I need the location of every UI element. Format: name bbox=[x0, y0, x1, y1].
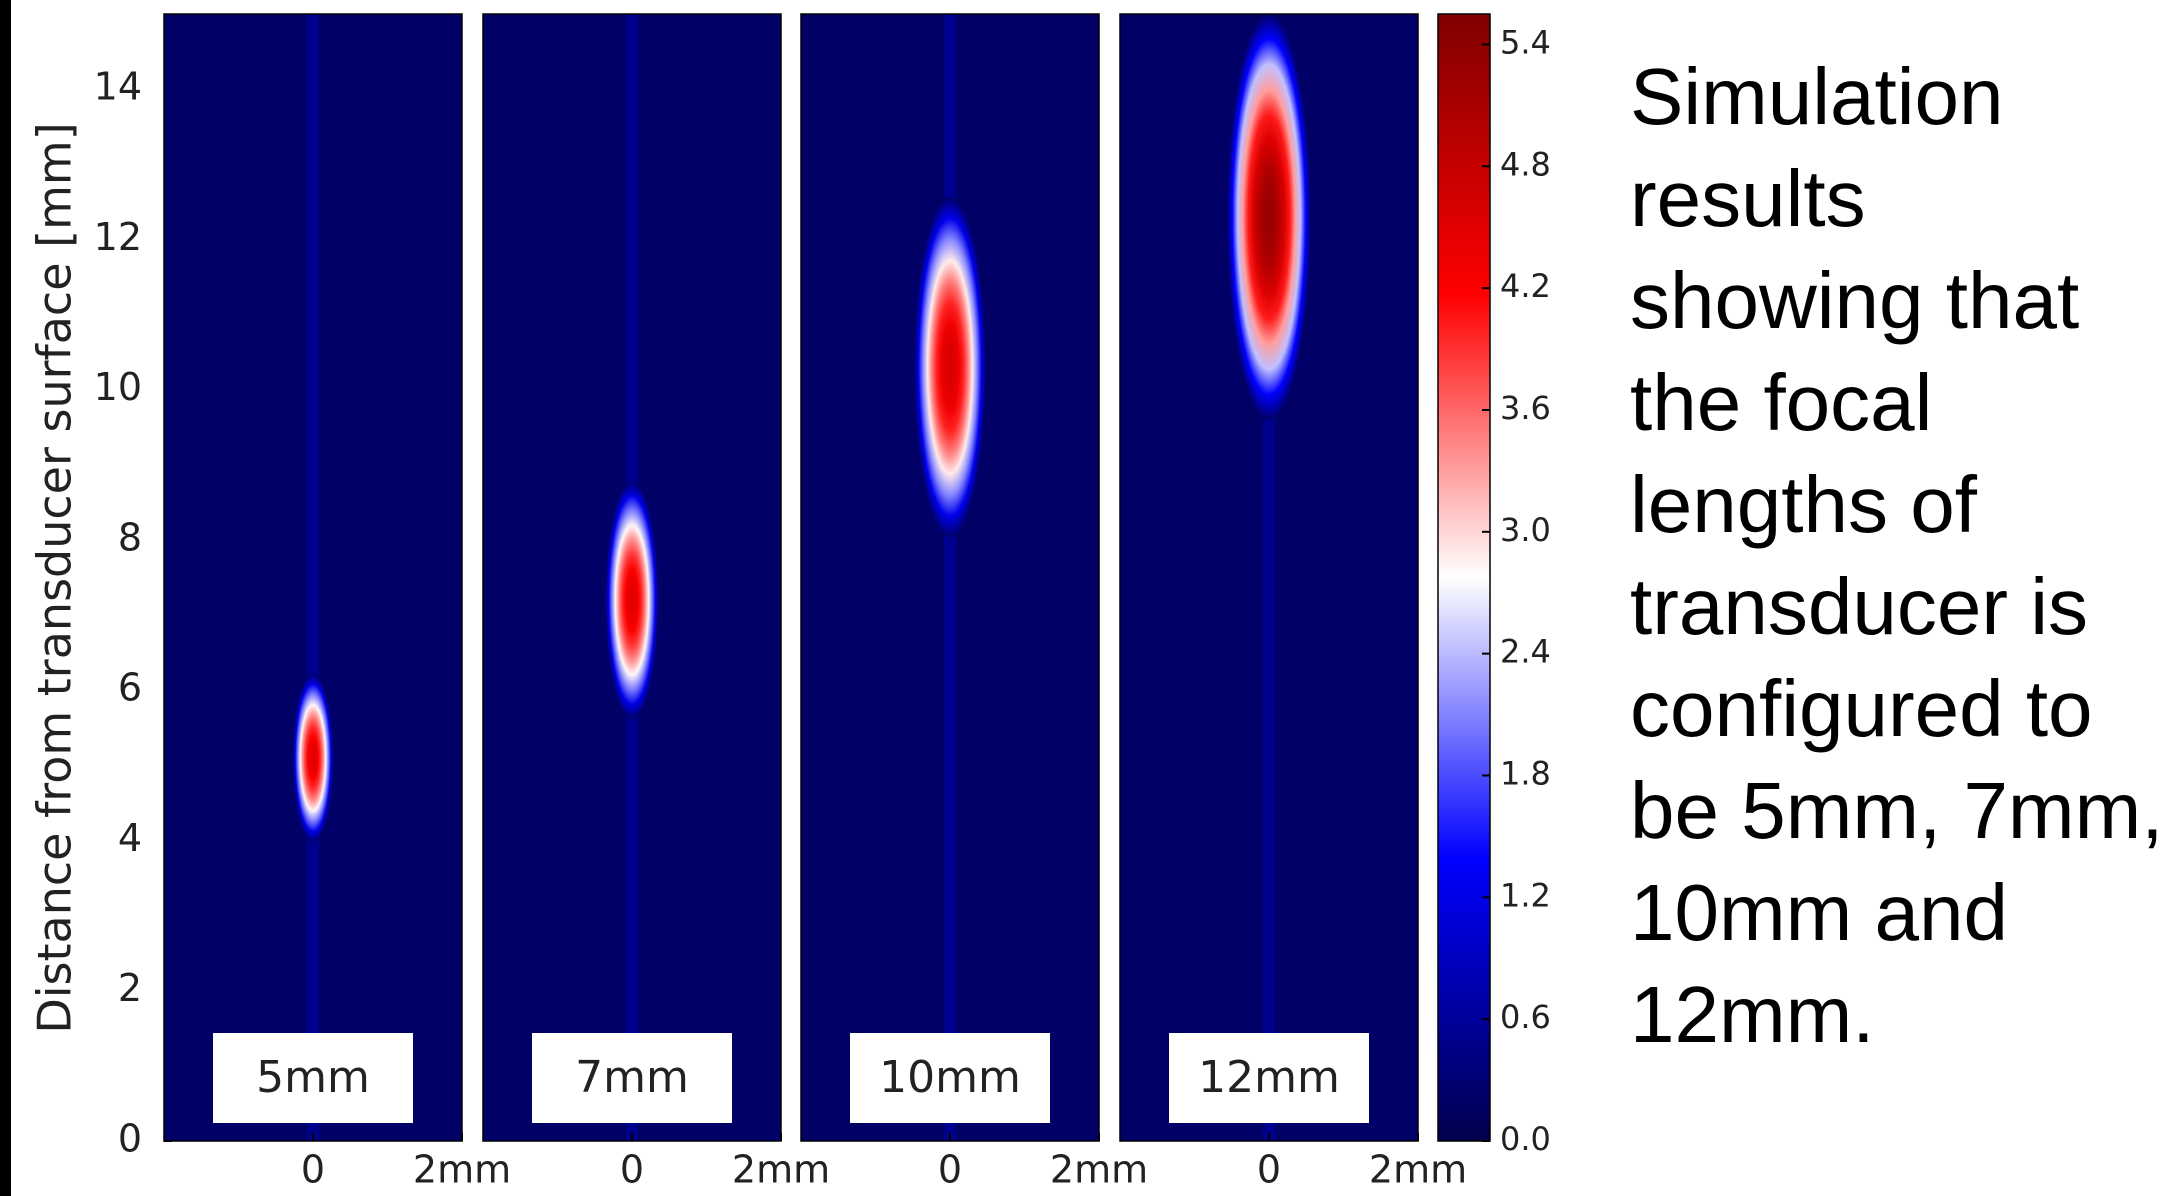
caption: Simulation results showing that the foca… bbox=[1630, 52, 2164, 1059]
focal-spot bbox=[292, 673, 334, 843]
x-tick-label: 0 bbox=[1257, 1148, 1281, 1192]
x-tick-label: 2mm bbox=[1369, 1148, 1467, 1192]
focal-spot bbox=[1227, 13, 1311, 421]
colorbar-tick-label: 4.8 bbox=[1500, 145, 1551, 183]
focal-spot bbox=[605, 481, 659, 720]
y-tick-label: 0 bbox=[118, 1117, 142, 1161]
colorbar-tick-label: 3.0 bbox=[1500, 511, 1551, 549]
x-tick-label: 2mm bbox=[732, 1148, 830, 1192]
panel-label: 10mm bbox=[879, 1052, 1021, 1103]
y-tick-label: 12 bbox=[94, 215, 142, 259]
colorbar-tick-label: 2.4 bbox=[1500, 633, 1551, 671]
panel-label-box bbox=[850, 1033, 1050, 1123]
panel-label-box bbox=[532, 1033, 732, 1123]
colorbar-tick-label: 0.6 bbox=[1500, 998, 1551, 1036]
colorbar bbox=[1437, 13, 1491, 1142]
frame-edge bbox=[0, 0, 11, 1196]
panel-border bbox=[163, 13, 463, 1142]
x-tick-label: 2mm bbox=[413, 1148, 511, 1192]
panel-label: 7mm bbox=[575, 1052, 689, 1103]
x-tick-label: 0 bbox=[620, 1148, 644, 1192]
beam-axis bbox=[307, 14, 319, 1141]
x-tick-label: 2mm bbox=[1050, 1148, 1148, 1192]
colorbar-tick-label: 1.8 bbox=[1500, 754, 1551, 792]
x-tick-label: 0 bbox=[301, 1148, 325, 1192]
y-tick-label: 8 bbox=[118, 515, 142, 559]
colorbar-tick-label: 0.0 bbox=[1500, 1120, 1551, 1158]
y-tick-label: 2 bbox=[118, 966, 142, 1010]
x-tick-label: 0 bbox=[938, 1148, 962, 1192]
panel-label: 12mm bbox=[1198, 1052, 1340, 1103]
panel-label-box bbox=[213, 1033, 413, 1123]
panel-border bbox=[1119, 13, 1419, 1142]
y-tick-label: 10 bbox=[94, 365, 142, 409]
panel-label: 5mm bbox=[256, 1052, 370, 1103]
beam-axis bbox=[944, 14, 956, 1141]
y-tick-label: 6 bbox=[118, 666, 142, 710]
y-tick-label: 14 bbox=[94, 65, 142, 109]
colorbar-tick-label: 3.6 bbox=[1500, 389, 1551, 427]
y-axis-label: Distance from transducer surface [mm] bbox=[28, 122, 82, 1033]
y-tick-label: 4 bbox=[118, 816, 142, 860]
panel-label-box bbox=[1169, 1033, 1369, 1123]
heatmap-background bbox=[164, 14, 462, 1141]
panel-border bbox=[800, 13, 1100, 1142]
colorbar-tick-label: 1.2 bbox=[1500, 876, 1551, 914]
colorbar-tick-label: 5.4 bbox=[1500, 23, 1551, 61]
focal-spot bbox=[914, 196, 986, 538]
colorbar-tick-label: 4.2 bbox=[1500, 267, 1551, 305]
panel-border bbox=[482, 13, 782, 1142]
